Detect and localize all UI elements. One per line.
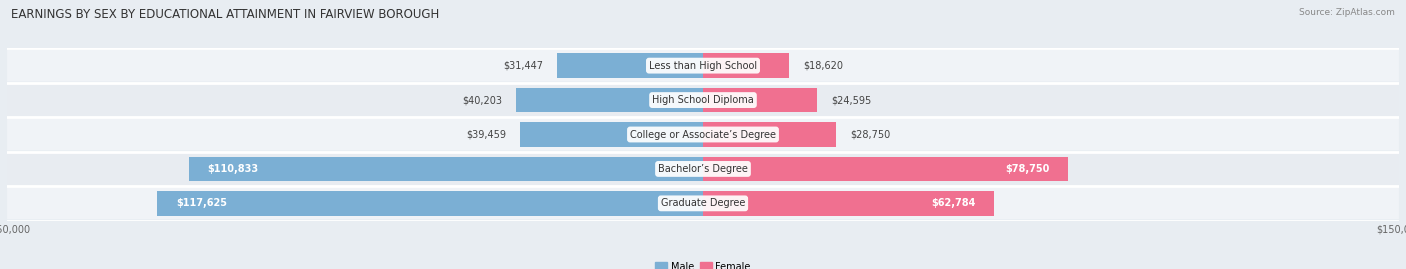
- FancyBboxPatch shape: [7, 84, 1399, 116]
- Bar: [188, 157, 703, 181]
- Text: High School Diploma: High School Diploma: [652, 95, 754, 105]
- Text: College or Associate’s Degree: College or Associate’s Degree: [630, 129, 776, 140]
- Text: $31,447: $31,447: [503, 61, 543, 71]
- Text: $78,750: $78,750: [1005, 164, 1050, 174]
- Text: $39,459: $39,459: [465, 129, 506, 140]
- FancyBboxPatch shape: [7, 187, 1399, 219]
- Legend: Male, Female: Male, Female: [651, 258, 755, 269]
- Text: EARNINGS BY SEX BY EDUCATIONAL ATTAINMENT IN FAIRVIEW BOROUGH: EARNINGS BY SEX BY EDUCATIONAL ATTAINMEN…: [11, 8, 440, 21]
- FancyBboxPatch shape: [7, 153, 1399, 185]
- Text: $40,203: $40,203: [463, 95, 502, 105]
- Text: Source: ZipAtlas.com: Source: ZipAtlas.com: [1299, 8, 1395, 17]
- Bar: [516, 88, 703, 112]
- Bar: [703, 157, 1069, 181]
- Bar: [703, 122, 837, 147]
- Bar: [520, 122, 703, 147]
- Text: $24,595: $24,595: [831, 95, 872, 105]
- Bar: [703, 88, 817, 112]
- Bar: [157, 191, 703, 216]
- FancyBboxPatch shape: [7, 50, 1399, 82]
- Text: Bachelor’s Degree: Bachelor’s Degree: [658, 164, 748, 174]
- Text: $18,620: $18,620: [803, 61, 844, 71]
- FancyBboxPatch shape: [7, 119, 1399, 150]
- Text: Graduate Degree: Graduate Degree: [661, 198, 745, 208]
- Text: $28,750: $28,750: [851, 129, 890, 140]
- Text: $117,625: $117,625: [176, 198, 226, 208]
- Text: Less than High School: Less than High School: [650, 61, 756, 71]
- Text: $62,784: $62,784: [931, 198, 976, 208]
- Bar: [703, 53, 789, 78]
- Bar: [557, 53, 703, 78]
- Text: $110,833: $110,833: [207, 164, 259, 174]
- Bar: [703, 191, 994, 216]
